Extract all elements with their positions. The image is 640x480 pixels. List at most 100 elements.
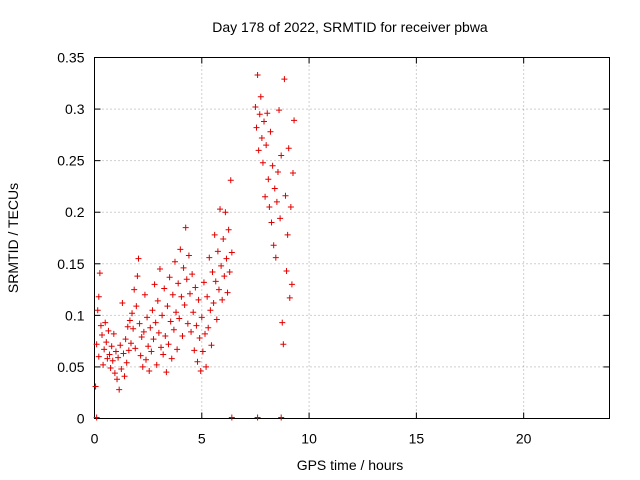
data-point: [155, 329, 162, 336]
data-point: [269, 162, 276, 169]
data-point: [135, 255, 142, 262]
data-point: [261, 118, 268, 125]
data-point: [136, 320, 143, 327]
data-point: [160, 351, 167, 358]
y-tick-label: 0.15: [57, 256, 84, 272]
data-point: [192, 284, 199, 291]
data-point: [137, 352, 144, 359]
x-axis-label: GPS time / hours: [297, 457, 404, 473]
data-point: [134, 273, 141, 280]
data-point: [93, 414, 100, 421]
y-axis-label: SRMTID / TECUs: [5, 183, 21, 293]
data-point: [202, 330, 209, 337]
data-point: [267, 128, 274, 135]
data-point: [186, 290, 193, 297]
data-point: [213, 316, 220, 323]
data-point: [167, 318, 174, 325]
data-point: [274, 168, 281, 175]
data-point: [196, 335, 203, 342]
data-point: [189, 271, 196, 278]
data-point: [99, 331, 106, 338]
data-point: [278, 414, 285, 421]
data-point: [268, 219, 275, 226]
data-point: [254, 72, 261, 79]
data-point: [132, 345, 139, 352]
data-point: [163, 369, 170, 376]
data-points: [92, 72, 298, 421]
data-point: [118, 365, 125, 372]
data-point: [122, 336, 129, 343]
data-point: [126, 317, 133, 324]
data-point: [138, 334, 145, 341]
data-point: [156, 265, 163, 272]
data-point: [124, 323, 131, 330]
data-point: [108, 343, 115, 350]
data-point: [177, 246, 184, 253]
data-point: [150, 336, 157, 343]
data-point: [95, 293, 102, 300]
data-point: [151, 281, 158, 288]
data-point: [228, 414, 235, 421]
data-point: [159, 312, 166, 319]
data-point: [200, 279, 207, 286]
data-point: [183, 276, 190, 283]
data-point: [174, 346, 181, 353]
data-point: [176, 315, 183, 322]
x-tick-label: 10: [301, 431, 317, 447]
data-point: [181, 302, 188, 309]
data-point: [221, 273, 228, 280]
axis-ticks: 0 0.05 0.1 0.15 0.2 0.25 0.3 0.35 0 5 10 15 20: [57, 50, 610, 447]
data-point: [195, 296, 202, 303]
y-tick-label: 0.25: [57, 153, 84, 169]
data-point: [116, 386, 123, 393]
data-point: [218, 262, 225, 269]
data-point: [222, 209, 229, 216]
x-tick-label: 20: [516, 431, 532, 447]
data-point: [107, 364, 114, 371]
y-tick-label: 0.2: [65, 204, 85, 220]
data-point: [266, 204, 273, 211]
data-point: [93, 341, 100, 348]
data-point: [115, 354, 122, 361]
data-point: [272, 254, 279, 261]
data-point: [215, 286, 222, 293]
data-point: [166, 274, 173, 281]
data-point: [206, 254, 213, 261]
data-point: [144, 314, 151, 321]
data-point: [279, 319, 286, 326]
data-point: [282, 192, 289, 199]
data-point: [153, 361, 160, 368]
data-point: [289, 170, 296, 177]
data-point: [252, 104, 259, 111]
data-point: [287, 204, 294, 211]
data-point: [125, 347, 132, 354]
data-point: [204, 293, 211, 300]
data-point: [117, 342, 124, 349]
data-point: [188, 328, 195, 335]
y-tick-label: 0.35: [57, 50, 84, 66]
data-point: [280, 341, 287, 348]
y-tick-label: 0.1: [65, 307, 85, 323]
data-point: [190, 309, 197, 316]
data-point: [191, 347, 198, 354]
data-point: [127, 340, 134, 347]
data-point: [210, 299, 217, 306]
data-point: [197, 368, 204, 375]
data-point: [227, 177, 234, 184]
data-point: [262, 193, 269, 200]
data-point: [263, 142, 270, 149]
data-point: [207, 307, 214, 314]
data-point: [102, 319, 109, 326]
data-point: [164, 303, 171, 310]
data-point: [158, 344, 165, 351]
data-point: [170, 326, 177, 333]
data-point: [257, 93, 264, 100]
data-point: [193, 322, 200, 329]
data-point: [94, 307, 101, 314]
data-point: [217, 206, 224, 213]
data-point: [228, 249, 235, 256]
data-point: [123, 359, 130, 366]
data-point: [203, 363, 210, 370]
data-point: [223, 255, 230, 262]
